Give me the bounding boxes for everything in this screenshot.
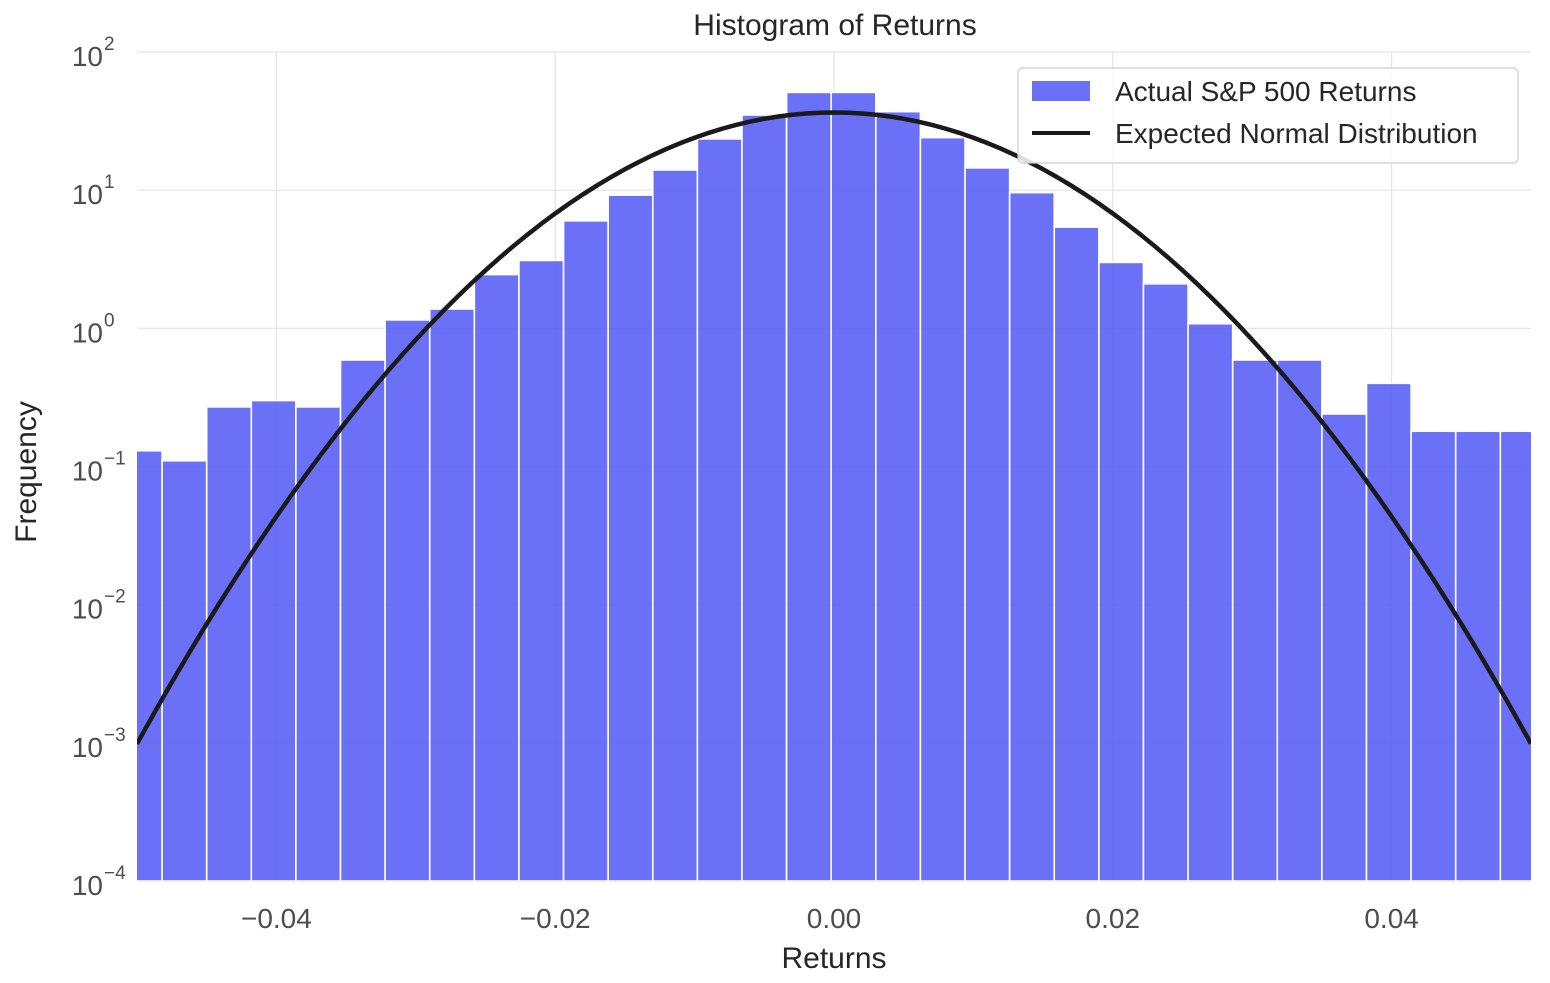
y-tick-exponent-3: −1	[104, 449, 126, 470]
y-tick-label-1: 10	[72, 179, 103, 210]
histogram-bar	[473, 273, 520, 881]
histogram-bar	[964, 167, 1011, 881]
x-axis-label: Returns	[781, 942, 886, 975]
y-tick-label-6: 10	[72, 870, 103, 901]
x-tick-label-3: 0.02	[1086, 903, 1141, 934]
histogram-bar	[161, 459, 208, 881]
y-tick-label-5: 10	[72, 732, 103, 763]
histogram-bar	[518, 259, 565, 881]
histogram-bar	[696, 138, 743, 881]
y-tick-label-3: 10	[72, 456, 103, 487]
histogram-bar	[562, 220, 609, 881]
histogram-bar	[607, 194, 654, 881]
legend: Actual S&P 500 Returns Expected Normal D…	[1017, 67, 1519, 164]
histogram-bar	[651, 169, 699, 881]
legend-label-normal: Expected Normal Distribution	[1115, 118, 1478, 149]
legend-swatch-histogram	[1032, 81, 1090, 101]
histogram-bar	[875, 110, 922, 881]
y-tick-exponent-5: −3	[104, 725, 126, 746]
legend-label-histogram: Actual S&P 500 Returns	[1115, 76, 1416, 107]
histogram-bar	[919, 136, 966, 881]
y-tick-exponent-2: 0	[104, 310, 115, 331]
histogram-bar	[1499, 430, 1531, 881]
x-tick-label-0: −0.04	[241, 903, 312, 934]
histogram-bar	[1098, 261, 1145, 881]
histogram-bar	[339, 359, 386, 881]
histogram-bar	[1231, 359, 1279, 881]
histogram-bar	[1365, 382, 1412, 881]
x-tick-label-2: 0.00	[807, 903, 862, 934]
normal-curve-group	[137, 110, 1531, 745]
y-tick-exponent-6: −4	[104, 863, 126, 884]
normal-curve-line	[137, 110, 1531, 745]
histogram-bar	[1454, 430, 1502, 881]
y-tick-label-0: 10	[72, 41, 103, 72]
y-tick-exponent-4: −2	[104, 587, 126, 608]
y-tick-exponent-0: 2	[104, 34, 115, 55]
histogram-bar	[741, 114, 788, 881]
histogram-bar	[384, 319, 431, 881]
chart-title: Histogram of Returns	[693, 9, 976, 42]
histogram-bar	[1142, 283, 1189, 881]
y-axis-label: Frequency	[10, 401, 43, 543]
x-tick-labels: −0.04 −0.02 0.00 0.02 0.04	[241, 903, 1419, 934]
histogram-bar	[250, 399, 297, 881]
y-tick-label-2: 10	[72, 317, 103, 348]
y-tick-exponent-1: 1	[104, 172, 115, 193]
histogram-bar	[785, 91, 833, 881]
histogram-bar	[830, 91, 877, 881]
y-tick-label-4: 10	[72, 594, 103, 625]
histogram-bars	[137, 91, 1531, 881]
histogram-bar	[428, 308, 476, 881]
histogram-bar	[295, 406, 342, 881]
histogram-bar	[1053, 226, 1100, 881]
histogram-bar	[1008, 191, 1056, 881]
histogram-bar	[1410, 430, 1457, 881]
histogram-bar	[1276, 359, 1323, 881]
x-tick-label-4: 0.04	[1364, 903, 1419, 934]
histogram-bar	[1187, 322, 1234, 881]
histogram-bar	[205, 406, 253, 881]
histogram-bar	[1321, 413, 1368, 881]
x-tick-label-1: −0.02	[520, 903, 591, 934]
legend-box	[1017, 67, 1519, 164]
